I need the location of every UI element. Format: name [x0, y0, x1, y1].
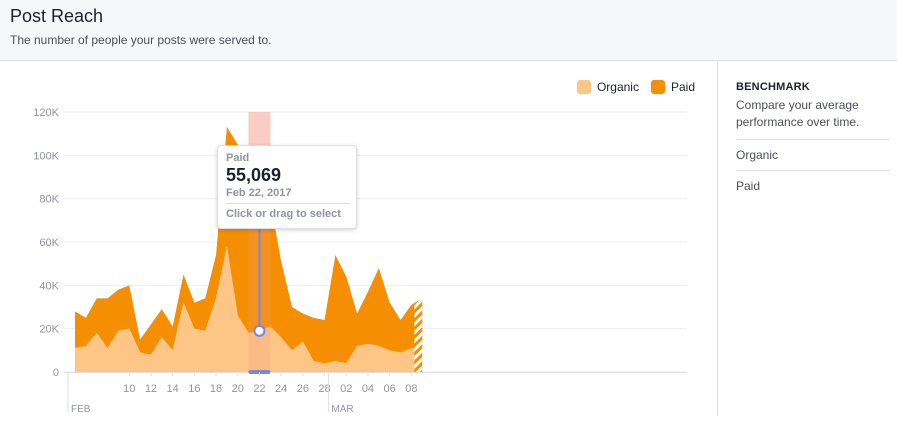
tooltip-value: 55,069 [226, 165, 282, 185]
benchmark-item-paid[interactable]: Paid [736, 170, 890, 200]
y-tick-label: 20K [39, 324, 59, 336]
chart-legend: Organic Paid [565, 80, 695, 94]
benchmark-panel: BENCHMARK Compare your average performan… [717, 62, 897, 416]
tooltip-hint: Click or drag to select [226, 208, 341, 220]
organic-swatch [576, 80, 591, 94]
x-tick-label: 24 [275, 383, 287, 395]
x-tick-label: 16 [188, 383, 200, 395]
x-tick-label: 04 [362, 383, 374, 395]
legend-item-paid[interactable]: Paid [650, 80, 695, 94]
x-tick-label: 22 [253, 383, 265, 395]
x-tick-label: 10 [123, 383, 135, 395]
page-subtitle: The number of people your posts were ser… [10, 33, 272, 47]
month-label: FEB [71, 404, 91, 415]
organic-point-marker [253, 324, 266, 337]
x-tick-label: 18 [210, 383, 222, 395]
x-tick-label: 02 [340, 383, 352, 395]
x-tick-label: 28 [318, 383, 330, 395]
partial-data-hatch [414, 298, 423, 372]
month-label: MAR [331, 404, 353, 415]
tooltip-date: Feb 22, 2017 [226, 187, 350, 204]
legend-label-organic: Organic [596, 80, 639, 94]
x-tick-label: 20 [232, 383, 244, 395]
x-tick-label: 14 [167, 383, 179, 395]
paid-swatch [650, 80, 665, 94]
y-tick-label: 100K [33, 150, 59, 162]
tooltip-series: Paid [226, 152, 250, 164]
legend-label-paid: Paid [670, 80, 695, 94]
organic-area [75, 246, 423, 372]
page-title: Post Reach [10, 6, 104, 26]
x-tick-label: 06 [384, 383, 396, 395]
x-tick-label: 12 [145, 383, 157, 395]
x-tick-label: 26 [297, 383, 309, 395]
data-tooltip: Paid 55,069 Feb 22, 2017 Click or drag t… [217, 145, 357, 229]
benchmark-title: BENCHMARK [736, 81, 810, 93]
y-tick-label: 40K [39, 280, 59, 292]
benchmark-item-organic[interactable]: Organic [736, 139, 890, 169]
chart-area[interactable]: 0 20K 40K 60K 80K 100K 120K 10 12 14 16 18 20 22 24 26 2… [0, 62, 717, 416]
y-tick-label: 80K [39, 194, 59, 206]
y-tick-label: 60K [39, 237, 59, 249]
header: Post Reach The number of people your pos… [0, 0, 897, 61]
y-tick-label: 120K [33, 107, 59, 119]
benchmark-description: Compare your average performance over ti… [736, 98, 860, 129]
y-tick-label: 0 [53, 367, 59, 379]
legend-item-organic[interactable]: Organic [576, 80, 639, 94]
post-reach-chart[interactable]: 0 20K 40K 60K 80K 100K 120K 10 12 14 16 18 20 22 24 26 2… [0, 62, 717, 416]
paid-area [75, 127, 423, 364]
x-tick-label: 08 [405, 383, 417, 395]
